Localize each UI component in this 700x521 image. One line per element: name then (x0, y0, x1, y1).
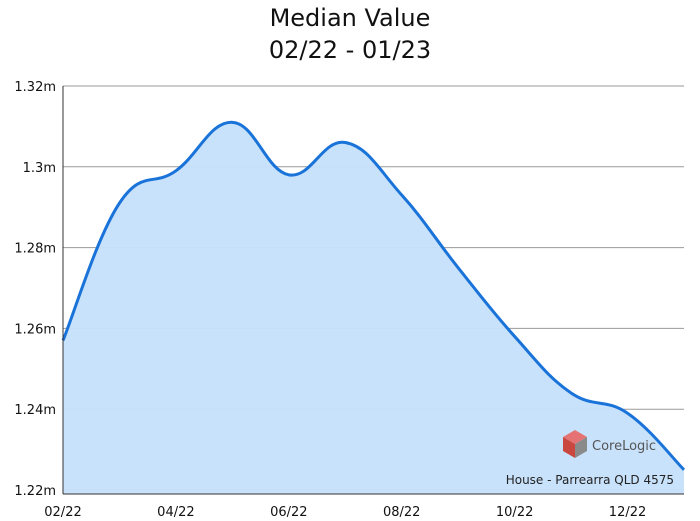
y-tick-label: 1.28m (14, 242, 56, 257)
y-tick-label: 1.24m (14, 403, 56, 418)
x-tick-label: 08/22 (383, 505, 420, 520)
chart-subtitle: 02/22 - 01/23 (268, 36, 432, 64)
y-tick-label: 1.32m (14, 80, 56, 95)
series-area (61, 120, 686, 494)
x-tick-label: 04/22 (157, 505, 194, 520)
corelogic-wordmark: CoreLogic (592, 439, 656, 454)
x-tick-labels: 02/22 04/22 06/22 08/22 10/22 12/22 (44, 505, 646, 520)
area-fill (63, 122, 684, 494)
series-line (61, 120, 686, 471)
x-tick-label: 06/22 (270, 505, 307, 520)
property-annotation: House - Parrearra QLD 4575 (506, 473, 674, 487)
corelogic-cube-icon (563, 430, 587, 458)
x-tick-label: 02/22 (44, 505, 81, 520)
y-tick-labels: 1.22m 1.24m 1.26m 1.28m 1.3m 1.32m (14, 80, 56, 499)
y-tick-label: 1.3m (23, 161, 56, 176)
x-tick-label: 10/22 (496, 505, 533, 520)
y-tick-label: 1.22m (14, 484, 56, 499)
x-tick-label: 12/22 (609, 505, 646, 520)
axes (62, 86, 684, 495)
corelogic-logo: CoreLogic (563, 430, 656, 458)
y-tick-label: 1.26m (14, 322, 56, 337)
chart-title: Median Value (269, 4, 431, 32)
